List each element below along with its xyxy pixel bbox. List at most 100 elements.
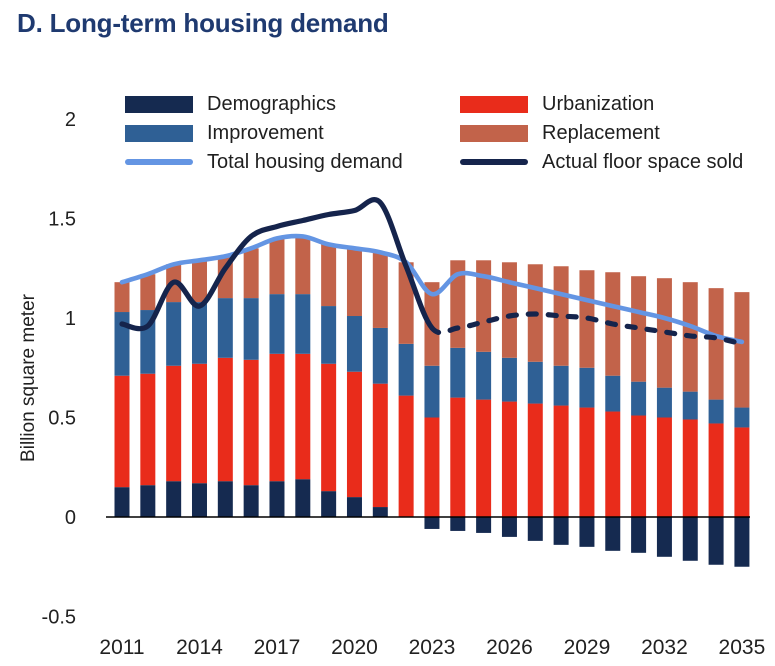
x-tick-label: 2020 (331, 636, 378, 659)
bar-segment-urbanization-2029 (579, 407, 595, 517)
bar-segment-demographics-2034 (708, 517, 724, 565)
bar-segment-improvement-2011 (114, 312, 130, 376)
x-tick-label: 2032 (641, 636, 688, 659)
bar-segment-improvement-2017 (269, 294, 285, 354)
x-tick-label: 2017 (254, 636, 301, 659)
bar-segment-replacement-2011 (114, 282, 130, 313)
y-axis-title: Billion square meter (18, 293, 39, 462)
bar-segment-demographics-2023 (424, 517, 440, 529)
x-tick-label: 2011 (99, 636, 144, 659)
bar-segment-urbanization-2028 (553, 405, 569, 517)
bar-segment-urbanization-2032 (656, 417, 672, 517)
bar-segment-replacement-2034 (708, 288, 724, 400)
bar-segment-improvement-2027 (527, 361, 543, 404)
legend: Demographics Urbanization Improvement Repla… (125, 92, 743, 173)
bar-segment-replacement-2018 (295, 236, 311, 295)
legend-line-swatch (460, 159, 528, 165)
legend-label: Demographics (207, 92, 336, 115)
bar-segment-urbanization-2015 (217, 357, 233, 482)
bar-segment-improvement-2028 (553, 365, 569, 406)
bar-segment-demographics-2028 (553, 517, 569, 545)
bar-segment-improvement-2019 (321, 306, 337, 364)
bar-segment-demographics-2012 (140, 485, 156, 517)
legend-line-swatch (125, 159, 193, 165)
bar-segment-urbanization-2024 (450, 397, 466, 517)
bar-segment-demographics-2030 (605, 517, 621, 551)
bar-segment-urbanization-2034 (708, 423, 724, 517)
legend-item-replacement: Replacement (460, 121, 743, 144)
x-tick-label: 2035 (719, 636, 766, 659)
bar-segment-demographics-2011 (114, 487, 130, 517)
legend-item-demographics: Demographics (125, 92, 460, 115)
legend-label: Replacement (542, 121, 660, 144)
bar-segment-urbanization-2022 (398, 395, 414, 517)
bar-segment-improvement-2025 (476, 351, 492, 400)
bar-segment-urbanization-2018 (295, 353, 311, 480)
bar-segment-demographics-2026 (501, 517, 517, 537)
bar-segment-urbanization-2013 (166, 365, 182, 482)
legend-item-total-housing-demand: Total housing demand (125, 150, 460, 173)
bar-segment-improvement-2020 (346, 316, 362, 372)
legend-item-actual-floor-space-sold: Actual floor space sold (460, 151, 743, 173)
legend-color-swatch (125, 95, 193, 113)
bar-segment-demographics-2033 (682, 517, 698, 561)
bar-segment-improvement-2031 (631, 381, 647, 416)
bar-segment-improvement-2033 (682, 391, 698, 420)
bar-segment-improvement-2016 (243, 298, 259, 360)
bar-segment-urbanization-2035 (734, 427, 750, 517)
bar-segment-urbanization-2026 (501, 401, 517, 517)
legend-item-urbanization: Urbanization (460, 93, 743, 115)
chart-title: D. Long-term housing demand (17, 8, 389, 38)
bar-segment-demographics-2020 (346, 497, 362, 517)
bar-segment-urbanization-2031 (631, 415, 647, 517)
bar-segment-demographics-2018 (295, 479, 311, 517)
y-tick-label: 2 (65, 109, 76, 131)
bar-segment-replacement-2031 (631, 276, 647, 382)
bar-segment-urbanization-2019 (321, 363, 337, 492)
x-tick-label: 2023 (409, 636, 456, 659)
bar-segment-urbanization-2033 (682, 419, 698, 517)
legend-label: Total housing demand (207, 150, 403, 173)
bar-segment-demographics-2016 (243, 485, 259, 517)
bar-segment-urbanization-2023 (424, 417, 440, 517)
bar-segment-replacement-2017 (269, 238, 285, 295)
bar-segment-demographics-2025 (476, 517, 492, 533)
total-housing-demand-line (119, 233, 745, 345)
bar-segment-improvement-2034 (708, 399, 724, 424)
bar-segment-demographics-2014 (191, 483, 207, 517)
bar-segment-demographics-2032 (656, 517, 672, 557)
bar-segment-improvement-2029 (579, 367, 595, 408)
actual-floor-space-sold-line-dashed (429, 311, 745, 347)
y-tick-label: 1.5 (48, 209, 76, 231)
bar-segment-replacement-2021 (372, 252, 388, 328)
legend-color-swatch (125, 124, 193, 142)
bar-segment-urbanization-2025 (476, 399, 492, 517)
y-tick-label: 0 (65, 507, 76, 529)
bar-segment-improvement-2022 (398, 343, 414, 396)
bar-segment-improvement-2030 (605, 375, 621, 412)
bar-segment-urbanization-2016 (243, 359, 259, 486)
bar-segment-demographics-2019 (321, 491, 337, 517)
bar-segment-demographics-2029 (579, 517, 595, 547)
x-tick-label: 2014 (176, 636, 223, 659)
bar-segment-demographics-2017 (269, 481, 285, 517)
bar-segment-improvement-2018 (295, 294, 311, 354)
bar-segment-replacement-2019 (321, 244, 337, 307)
bar-segment-improvement-2013 (166, 302, 182, 366)
bar-segment-improvement-2014 (191, 302, 207, 364)
bar-segment-improvement-2026 (501, 357, 517, 402)
bar-segment-demographics-2013 (166, 481, 182, 517)
legend-label: Improvement (207, 121, 324, 144)
bar-segment-urbanization-2012 (140, 373, 156, 486)
actual-floor-space-sold-line-solid (119, 197, 435, 332)
legend-item-improvement: Improvement (125, 121, 460, 144)
y-tick-label: 1 (65, 308, 76, 330)
bar-segment-improvement-2015 (217, 298, 233, 358)
x-tick-label: 2029 (564, 636, 611, 659)
bar-segment-urbanization-2011 (114, 375, 130, 488)
bar-segment-replacement-2014 (191, 260, 207, 303)
bar-segment-improvement-2021 (372, 327, 388, 384)
bar-segment-improvement-2032 (656, 387, 672, 418)
